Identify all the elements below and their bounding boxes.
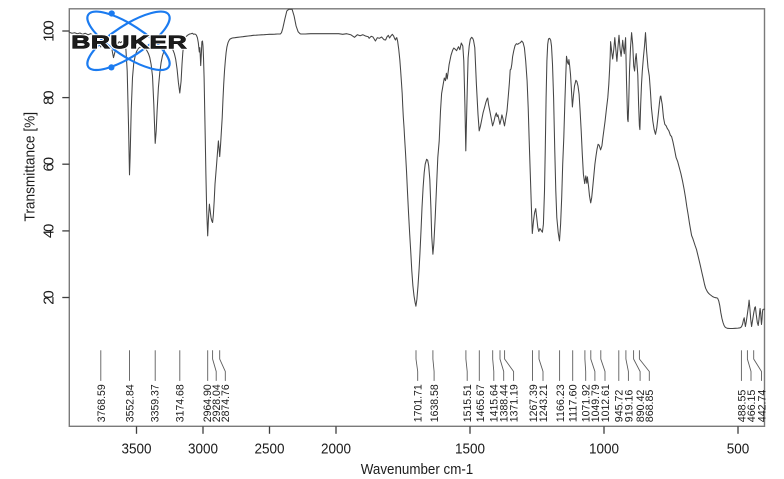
svg-text:466.15: 466.15 [746,390,758,423]
svg-text:868.85: 868.85 [644,390,656,423]
svg-text:80: 80 [41,90,58,105]
svg-text:1415.64: 1415.64 [489,384,501,422]
svg-text:442.74: 442.74 [756,390,768,423]
svg-text:Transmittance [%]: Transmittance [%] [22,112,39,222]
svg-text:1071.92: 1071.92 [581,384,593,422]
svg-text:1388.44: 1388.44 [499,384,511,422]
svg-text:2874.76: 2874.76 [220,384,232,422]
svg-text:100: 100 [41,20,58,42]
svg-text:BRUKER: BRUKER [71,31,187,52]
svg-text:500: 500 [727,441,750,458]
svg-text:40: 40 [41,224,58,239]
svg-text:1243.21: 1243.21 [538,384,550,422]
svg-text:3174.68: 3174.68 [175,384,187,422]
svg-text:1638.58: 1638.58 [429,384,441,422]
svg-text:919.16: 919.16 [623,390,635,423]
svg-text:1371.19: 1371.19 [509,384,521,422]
svg-text:1049.79: 1049.79 [590,384,602,422]
svg-text:3000: 3000 [188,441,218,458]
svg-text:20: 20 [41,290,58,305]
svg-text:3359.37: 3359.37 [149,384,161,422]
svg-text:2964.90: 2964.90 [202,384,214,422]
svg-text:945.72: 945.72 [614,390,626,423]
svg-text:1267.39: 1267.39 [528,384,540,422]
svg-text:1012.61: 1012.61 [600,384,612,422]
svg-text:60: 60 [41,157,58,172]
svg-text:1500: 1500 [455,441,485,458]
svg-text:890.42: 890.42 [635,390,647,423]
svg-text:1465.67: 1465.67 [475,384,487,422]
svg-text:1000: 1000 [589,441,619,458]
svg-text:3768.59: 3768.59 [96,384,108,422]
svg-text:Wavenumber cm-1: Wavenumber cm-1 [361,462,474,478]
svg-text:2000: 2000 [321,441,351,458]
svg-text:3552.84: 3552.84 [124,384,136,422]
svg-text:488.55: 488.55 [736,390,748,423]
svg-text:3500: 3500 [122,441,152,458]
svg-text:2500: 2500 [255,441,285,458]
svg-text:1117.60: 1117.60 [568,384,580,422]
svg-text:1515.51: 1515.51 [462,384,474,422]
svg-text:BRUKER: BRUKER [71,31,187,52]
svg-text:1166.23: 1166.23 [555,384,567,422]
svg-text:1701.71: 1701.71 [413,384,425,422]
svg-text:2928.04: 2928.04 [211,384,223,422]
